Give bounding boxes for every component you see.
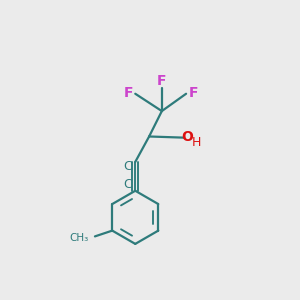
- Text: F: F: [124, 85, 133, 100]
- Text: H: H: [191, 136, 201, 149]
- Text: F: F: [188, 85, 198, 100]
- Text: C: C: [124, 160, 132, 173]
- Text: O: O: [181, 130, 193, 144]
- Text: CH₃: CH₃: [69, 232, 88, 242]
- Text: C: C: [124, 178, 132, 191]
- Text: F: F: [157, 74, 167, 88]
